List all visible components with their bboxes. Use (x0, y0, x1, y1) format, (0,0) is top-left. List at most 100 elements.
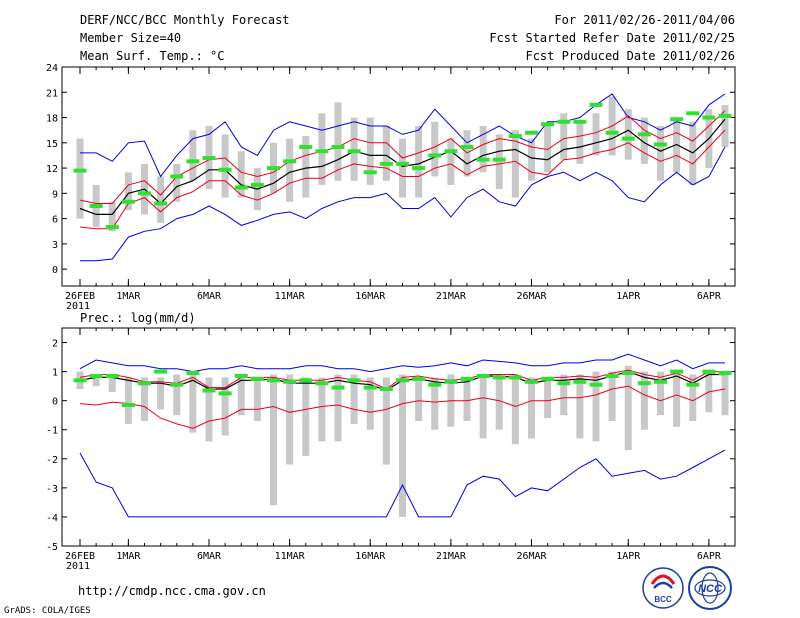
member-box (108, 374, 116, 392)
max-member-line (79, 353, 725, 373)
climatology-mark (396, 161, 409, 166)
climatology-mark (428, 153, 442, 158)
lower-spread-line (79, 385, 726, 429)
y-tick-label: -3 (46, 484, 58, 495)
y-tick-label: -4 (46, 513, 58, 524)
member-box (495, 134, 503, 190)
member-box (657, 125, 664, 181)
climatology-mark (89, 203, 103, 208)
climatology-mark (202, 388, 216, 393)
member-box (560, 113, 568, 160)
upper-spread-line (79, 369, 725, 390)
member-box (592, 371, 600, 442)
y-tick-label: 2 (52, 339, 58, 350)
forecast-title: DERF/NCC/BCC Monthly Forecast (80, 13, 290, 27)
climatology-mark (154, 201, 168, 206)
climatology-mark (396, 378, 409, 383)
climatology-mark (444, 379, 458, 384)
svg-text:BCC: BCC (654, 595, 672, 604)
climatology-mark (621, 371, 635, 376)
member-box (721, 104, 729, 148)
climatology-mark (250, 376, 264, 381)
member-box (479, 374, 487, 439)
ensemble-mean-line (79, 118, 726, 215)
y-tick-label: 15 (46, 139, 58, 150)
member-box (592, 113, 600, 156)
climatology-mark (686, 111, 700, 116)
x-tick-year: 2011 (66, 561, 90, 572)
climatology-mark (315, 149, 329, 154)
member-box (431, 121, 439, 177)
member-box (221, 377, 229, 436)
climatology-mark (234, 373, 248, 378)
member-box (673, 371, 681, 427)
climatology-mark (428, 382, 442, 387)
climatology-mark (637, 381, 651, 386)
y-tick-label: -2 (46, 455, 58, 466)
member-box (399, 374, 406, 517)
svg-text:NCC: NCC (698, 583, 723, 595)
climatology-mark (476, 373, 490, 378)
member-box (640, 117, 648, 164)
x-tick-label: 1MAR (116, 551, 141, 562)
member-box (447, 138, 455, 185)
member-box (157, 377, 165, 410)
member-box (657, 371, 664, 416)
climatology-mark (170, 382, 184, 387)
member-box (173, 374, 181, 416)
y-tick-label: -5 (46, 542, 58, 553)
member-box (528, 377, 535, 439)
climatology-mark (154, 369, 168, 374)
climatology-mark (186, 371, 200, 376)
member-box (431, 377, 439, 430)
climatology-mark (557, 119, 571, 124)
x-tick-label: 6APR (697, 551, 722, 562)
member-box (189, 130, 197, 181)
climatology-mark (476, 157, 490, 162)
max-member-line (80, 93, 726, 178)
y-tick-label: 1 (52, 368, 58, 379)
member-box (415, 377, 423, 422)
member-box (689, 374, 697, 422)
forecast-start-date: Fcst Started Refer Date 2011/02/25 (489, 31, 735, 45)
source-url[interactable]: http://cmdp.ncc.cma.gov.cn (78, 584, 266, 598)
x-tick-label: 1APR (616, 551, 641, 562)
climatology-mark (605, 373, 619, 378)
grads-credit: GrADS: COLA/IGES (4, 606, 91, 616)
climatology-mark (412, 166, 426, 171)
plot-frame (61, 66, 736, 287)
climatology-mark (331, 385, 345, 390)
member-box (366, 117, 374, 185)
bcc-logo: BCC (642, 567, 684, 609)
climatology-mark (121, 199, 135, 204)
climatology-mark (331, 145, 345, 150)
climatology-mark (121, 403, 135, 408)
member-box (511, 130, 519, 198)
climatology-mark (299, 145, 313, 150)
climatology-mark (218, 391, 232, 396)
member-box (624, 109, 632, 160)
lower-spread-line (79, 129, 726, 230)
y-tick-label: 21 (46, 88, 58, 99)
climatology-mark (492, 157, 506, 162)
x-tick-year: 2011 (66, 301, 90, 312)
member-box (141, 377, 148, 422)
climatology-mark (138, 381, 151, 386)
climatology-mark (460, 145, 474, 150)
climatology-mark (557, 381, 571, 386)
climatology-mark (379, 387, 393, 392)
ncc-logo: NCC (688, 566, 732, 610)
x-tick-label: 1APR (616, 291, 641, 302)
climatology-mark (363, 385, 377, 390)
climatology-mark (621, 136, 635, 141)
climatology-mark (460, 376, 474, 381)
climatology-mark (73, 378, 87, 383)
member-box (92, 374, 100, 387)
x-tick-label: 11MAR (275, 551, 306, 562)
y-tick-label: 24 (46, 63, 58, 74)
climatology-mark (105, 373, 119, 378)
member-box (463, 377, 471, 422)
climatology-mark (589, 382, 603, 387)
